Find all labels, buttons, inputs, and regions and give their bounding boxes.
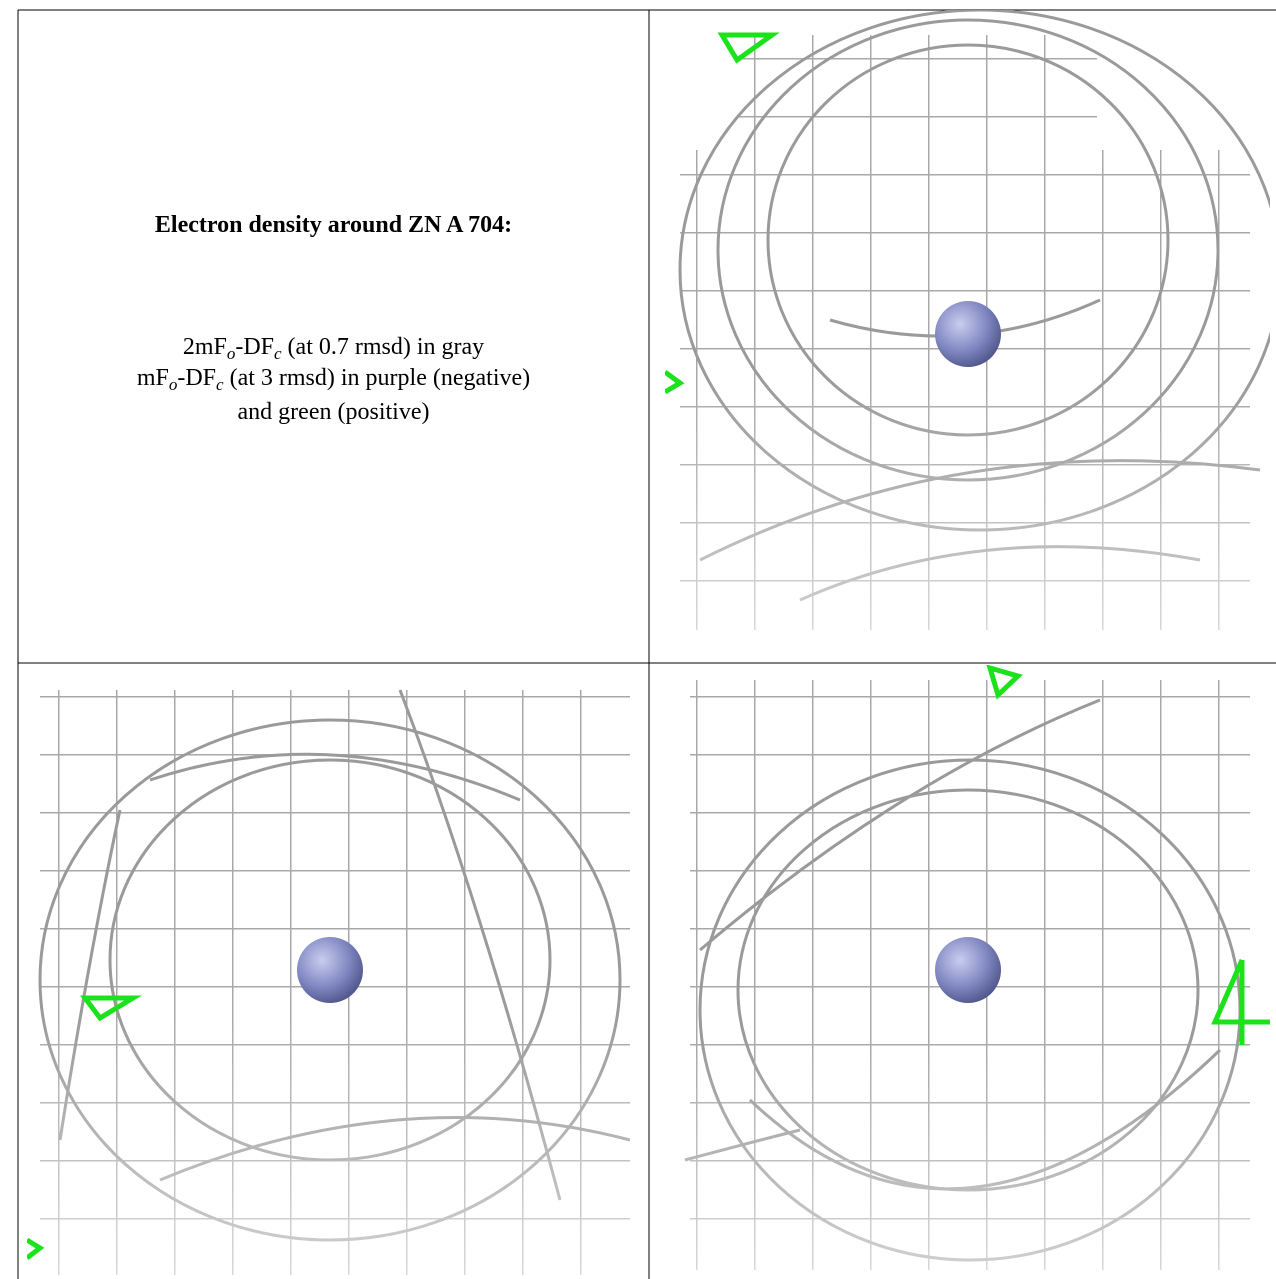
text: (at 3 rmsd) in purple (negative)	[223, 365, 531, 391]
text: -DF	[177, 365, 217, 391]
text: 2mF	[182, 334, 227, 360]
subscript: o	[168, 375, 178, 394]
table-rules	[17, 9, 1276, 1279]
subscript: c	[216, 375, 224, 394]
density-view	[27, 689, 633, 1275]
text: (at 0.7 rmsd) in gray	[281, 334, 485, 360]
subscript: c	[274, 344, 282, 363]
caption-line: 2mFo-DFc (at 0.7 rmsd) in gray	[18, 334, 649, 363]
caption-line: and green (positive)	[18, 399, 649, 426]
text: and green (positive)	[237, 399, 430, 425]
text: mF	[136, 365, 169, 391]
caption-title: Electron density around ZN A 704:	[154, 212, 513, 238]
density-view	[665, 665, 1270, 1275]
text: -DF	[235, 334, 274, 360]
subscript: o	[226, 344, 236, 363]
density-view	[665, 10, 1270, 635]
caption-line: mFo-DFc (at 3 rmsd) in purple (negative)	[18, 365, 649, 394]
